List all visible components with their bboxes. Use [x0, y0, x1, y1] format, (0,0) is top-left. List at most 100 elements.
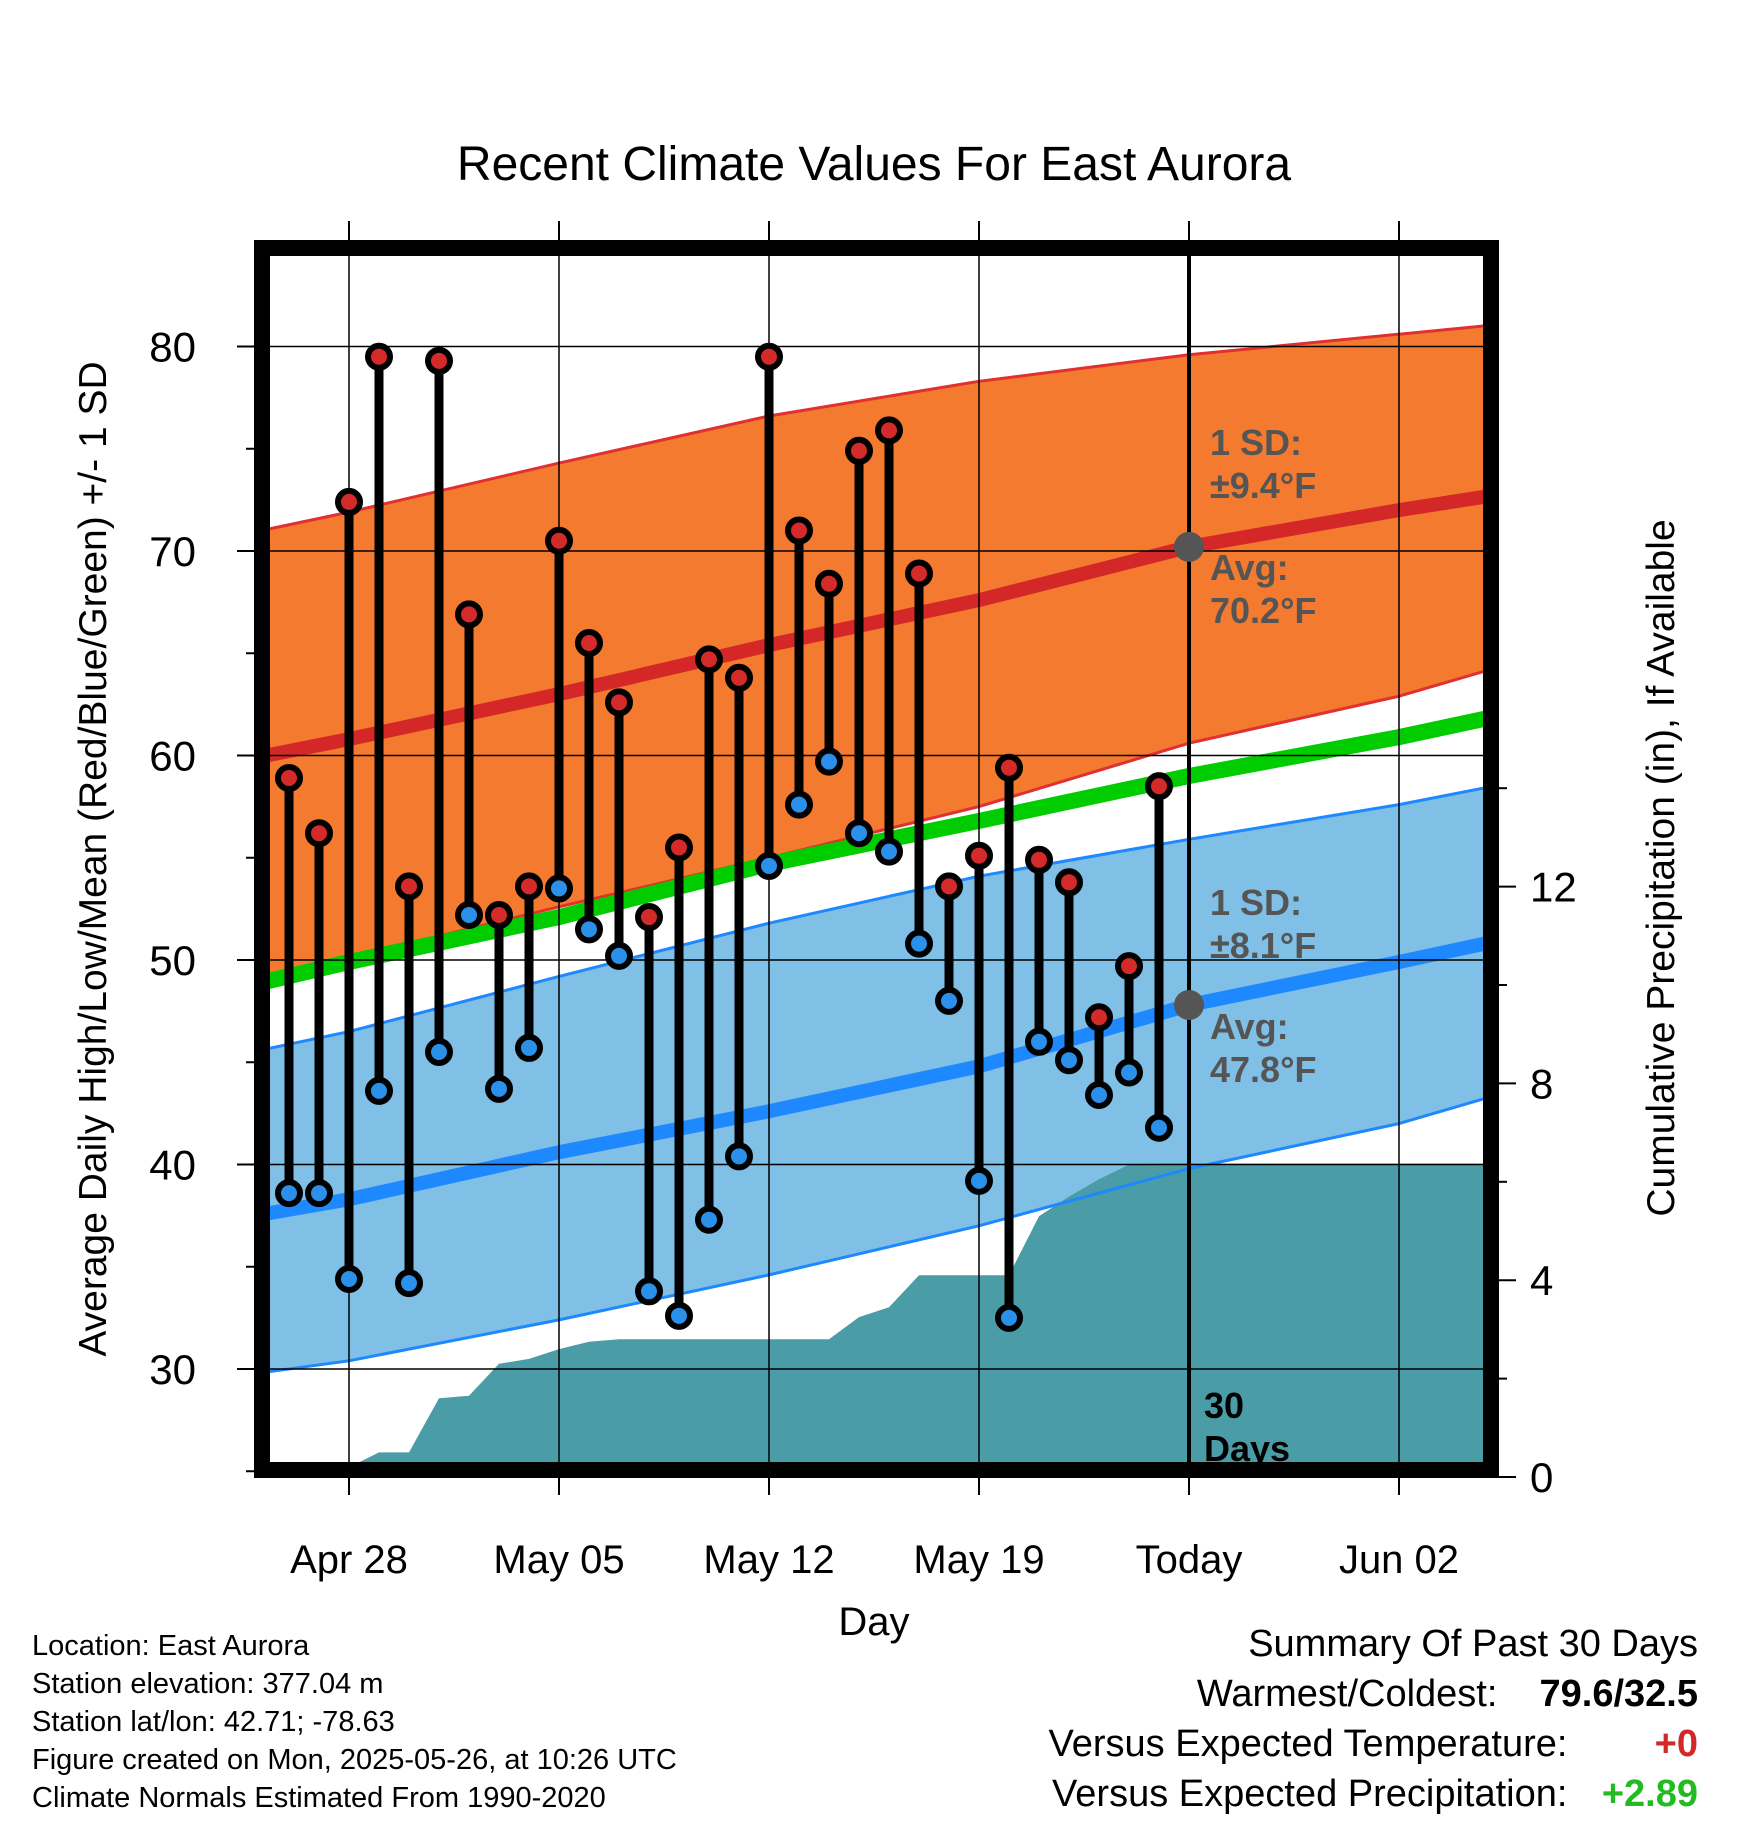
x-tick-label: May 05: [493, 1538, 624, 1582]
high-marker: [395, 872, 423, 901]
y-tick-label: 30: [149, 1346, 196, 1393]
day-observation: [515, 872, 543, 1062]
day-observation: [275, 763, 303, 1208]
y2-tick-label: 4: [1530, 1257, 1553, 1304]
day-observation: [995, 753, 1023, 1332]
annotation-line2: 47.8°F: [1210, 1049, 1316, 1090]
y-axis-label: Average Daily High/Low/Mean (Red/Blue/Gr…: [72, 361, 115, 1356]
high-marker: [455, 600, 483, 629]
day-observation: [815, 569, 843, 776]
chart-text: 30 40 50 60 70 80 0 4 8 12 Apr 28 May 05 May 12 May 1…: [72, 138, 1683, 1644]
day-observation: [695, 645, 723, 1234]
high-marker: [305, 819, 333, 848]
low-marker: [1145, 1113, 1173, 1142]
x-tick-label: May 12: [703, 1538, 834, 1582]
low-marker: [545, 874, 573, 903]
day-observation: [725, 663, 753, 1171]
low-marker: [275, 1179, 303, 1208]
high-marker: [935, 872, 963, 901]
high-marker: [1055, 868, 1083, 897]
day-observation: [875, 416, 903, 866]
low-marker: [1115, 1058, 1143, 1087]
high-marker: [425, 346, 453, 375]
day-observation: [335, 487, 363, 1294]
summary-temp-row: Versus Expected Temperature: +0: [1049, 1719, 1698, 1769]
low-marker: [515, 1033, 543, 1062]
station-info: Location: East Aurora Station elevation:…: [32, 1627, 677, 1817]
high-marker: [1115, 952, 1143, 981]
y2-tick-label: 0: [1530, 1454, 1553, 1501]
high-marker: [635, 903, 663, 932]
day-observation: [425, 346, 453, 1067]
x-tick-label: Today: [1136, 1538, 1243, 1582]
annotation-high-avg: Avg:70.2°F: [1210, 547, 1316, 631]
high-marker: [665, 833, 693, 862]
annotation-line1: Avg:: [1210, 1006, 1289, 1047]
axes: [237, 221, 1516, 1495]
high-marker: [905, 559, 933, 588]
high-sd-band: [262, 325, 1491, 979]
annotation-line2: 70.2°F: [1210, 590, 1316, 631]
y-tick-label: 70: [149, 528, 196, 575]
annotation-low-sd: 1 SD:±8.1°F: [1210, 882, 1316, 966]
day-observation: [455, 600, 483, 930]
high-marker: [725, 663, 753, 692]
annotation-line2: Days: [1204, 1428, 1290, 1469]
y-tick-label: 50: [149, 937, 196, 984]
x-tick-label: Apr 28: [290, 1538, 408, 1582]
chart-title: Recent Climate Values For East Aurora: [457, 138, 1291, 191]
high-marker: [1025, 845, 1053, 874]
summary-warmest-row: Warmest/Coldest: 79.6/32.5: [1049, 1669, 1698, 1719]
high-marker: [1085, 1003, 1113, 1032]
high-marker: [1145, 772, 1173, 801]
warmest-value: 79.6/32.5: [1539, 1673, 1698, 1715]
high-marker: [965, 841, 993, 870]
low-marker: [755, 851, 783, 880]
plot-area: [262, 323, 1491, 1470]
low-marker: [905, 929, 933, 958]
temp-label: Versus Expected Temperature:: [1048, 1723, 1568, 1765]
annotation-line1: 1 SD:: [1210, 882, 1302, 923]
day-observation: [485, 901, 513, 1103]
low-marker: [815, 747, 843, 776]
low-marker: [725, 1142, 753, 1171]
day-observation: [755, 342, 783, 880]
day-observation: [845, 436, 873, 848]
low-marker: [605, 941, 633, 970]
x-tick-label: Jun 02: [1339, 1538, 1459, 1582]
plot-border: [254, 240, 1499, 1478]
low-marker: [455, 901, 483, 930]
x-axis-label: Day: [838, 1600, 909, 1644]
figure-created: Figure created on Mon, 2025-05-26, at 10…: [32, 1744, 677, 1776]
today-high-dot: [1174, 531, 1204, 562]
day-observation: [365, 342, 393, 1105]
high-upper-line: [262, 323, 1491, 532]
annotation-line1: 1 SD:: [1210, 422, 1302, 463]
high-marker: [335, 487, 363, 516]
y-tick-label: 40: [149, 1142, 196, 1189]
summary-title: Summary Of Past 30 Days: [1248, 1623, 1698, 1665]
station-location: Location: East Aurora: [32, 1630, 310, 1662]
normal-mean-line: [262, 709, 1491, 991]
day-observation: [1145, 772, 1173, 1142]
station-elevation: Station elevation: 377.04 m: [32, 1668, 384, 1700]
high-marker: [875, 416, 903, 445]
normal-high-line: [262, 488, 1491, 764]
low-marker: [485, 1074, 513, 1103]
low-marker: [425, 1038, 453, 1067]
low-marker: [335, 1265, 363, 1294]
low-marker: [995, 1303, 1023, 1332]
summary-panel: Summary Of Past 30 Days Warmest/Coldest:…: [1049, 1619, 1698, 1819]
high-marker: [755, 342, 783, 371]
low-lower-line: [262, 1095, 1491, 1375]
y2-axis-label: Cumulative Precipitation (in), If Availa…: [1640, 519, 1683, 1216]
low-marker: [695, 1205, 723, 1234]
day-observation: [665, 833, 693, 1330]
annotation-line1: 30: [1204, 1385, 1244, 1426]
y2-tick-label: 8: [1530, 1060, 1553, 1107]
day-observation: [905, 559, 933, 958]
day-observation: [1085, 1003, 1113, 1109]
high-marker: [995, 753, 1023, 782]
